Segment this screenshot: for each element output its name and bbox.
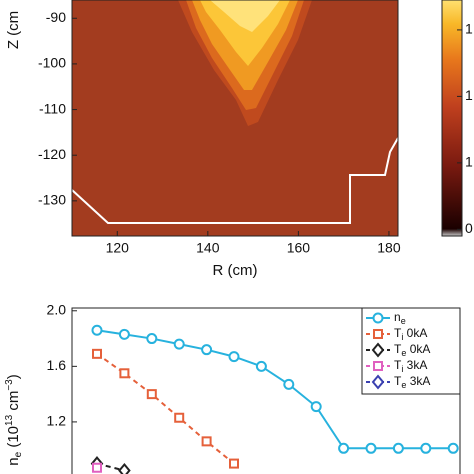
legend-text: 3kA xyxy=(403,358,427,372)
legend-text: T xyxy=(394,374,402,388)
label-sup: −3 xyxy=(4,379,15,391)
series-group xyxy=(90,324,459,474)
marker xyxy=(338,442,350,454)
legend-label: ne xyxy=(394,310,406,326)
legend-text: 3kA xyxy=(406,374,430,388)
legend-label: Te 0kA xyxy=(394,342,430,358)
marker xyxy=(92,462,102,473)
legend-marker xyxy=(371,374,385,390)
legend-text: T xyxy=(394,326,402,340)
legend-sub: e xyxy=(401,316,406,326)
legend-text: T xyxy=(394,358,402,372)
marker xyxy=(174,412,185,423)
marker xyxy=(146,389,157,400)
colorbar-tick-label: 1.0 xyxy=(465,154,474,170)
y-axis-label: ne (1013 cm−3) xyxy=(4,374,24,465)
marker xyxy=(447,442,459,454)
y-tick-label: -110 xyxy=(39,100,66,116)
marker xyxy=(310,401,322,413)
marker xyxy=(228,351,240,363)
plume xyxy=(178,0,312,126)
colorbar-tick-label: 1.4 xyxy=(465,21,474,37)
y-tick-label: 2.0 xyxy=(47,301,67,317)
label-part: cm xyxy=(5,391,22,415)
legend-text: T xyxy=(394,342,402,356)
legend-sub: e xyxy=(401,348,406,358)
marker xyxy=(201,344,213,356)
series-line xyxy=(96,353,235,465)
heatmap-panel: R (cm) Z (cm 120 140 160 180 -90 -100 -110 -120… xyxy=(5,0,474,279)
marker xyxy=(119,368,130,379)
label-part: ) xyxy=(5,374,22,379)
y-tick-label: -120 xyxy=(38,146,66,162)
x-tick-label: 120 xyxy=(106,240,130,256)
marker xyxy=(91,324,103,336)
legend-sub: i xyxy=(401,332,403,342)
legend-sub: i xyxy=(401,364,403,374)
legend-marker xyxy=(373,329,383,339)
y-axis-label: Z (cm xyxy=(5,11,22,49)
x-tick-label: 140 xyxy=(196,240,220,256)
marker xyxy=(146,333,158,345)
marker xyxy=(392,442,404,454)
legend-marker xyxy=(371,342,385,358)
y-tick-label: 1.6 xyxy=(47,357,67,373)
x-axis-label: R (cm) xyxy=(213,262,258,279)
legend-text: 0kA xyxy=(403,326,427,340)
legend-label: Te 3kA xyxy=(394,374,430,390)
colorbar-tick-label: 1.2 xyxy=(465,87,474,103)
marker xyxy=(283,378,295,390)
x-tick-label: 160 xyxy=(287,240,311,256)
legend-sub: e xyxy=(401,380,406,390)
label-sup: 13 xyxy=(4,414,15,426)
marker xyxy=(118,462,131,474)
marker xyxy=(420,442,432,454)
marker xyxy=(201,436,212,447)
wall-boundary xyxy=(71,137,399,224)
legend-text: 0kA xyxy=(406,342,430,356)
legend-text: n xyxy=(394,310,401,324)
marker xyxy=(229,458,239,469)
x-tick-label: 180 xyxy=(377,240,401,256)
legend-marker xyxy=(372,312,384,324)
legend-label: Ti 3kA xyxy=(394,358,427,374)
label-part: n xyxy=(5,457,22,465)
marker xyxy=(173,338,185,350)
legend-label: Ti 0kA xyxy=(394,326,427,342)
label-part: (10 xyxy=(5,426,22,452)
marker xyxy=(92,348,102,359)
y-tick-label: -100 xyxy=(38,55,66,71)
y-tick-label: -90 xyxy=(46,9,66,25)
marker xyxy=(365,442,377,454)
y-tick-label: -130 xyxy=(38,192,66,208)
marker xyxy=(118,328,130,340)
marker xyxy=(255,360,267,372)
colorbar-tick-label: 0.8 xyxy=(465,220,474,236)
colorbar xyxy=(441,0,463,237)
plot-frame xyxy=(71,0,399,237)
label-sub: e xyxy=(13,451,24,457)
y-tick-label: 1.2 xyxy=(47,413,67,429)
legend-marker xyxy=(373,361,383,371)
